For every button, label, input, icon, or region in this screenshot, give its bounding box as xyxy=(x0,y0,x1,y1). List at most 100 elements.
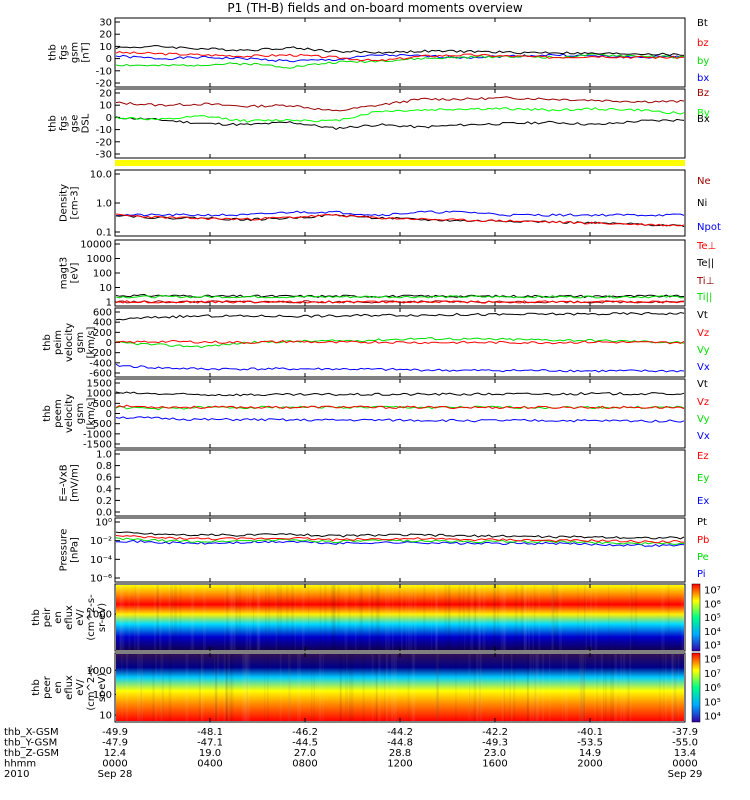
xaxis-value: -53.5 xyxy=(577,738,603,749)
spectrogram-texture xyxy=(332,585,335,650)
xaxis-value: -49.3 xyxy=(482,738,508,749)
ytick-label: -30 xyxy=(96,150,112,161)
spectrogram-texture xyxy=(552,585,555,650)
spectrogram-texture xyxy=(533,585,536,650)
xaxis-row-label: hhmm xyxy=(4,759,36,770)
ytick-label: 0 xyxy=(106,113,112,124)
spectrogram-texture xyxy=(362,654,365,721)
xaxis-value: 23.0 xyxy=(484,748,506,759)
ytick-label: -400 xyxy=(89,358,112,369)
spectrogram-texture xyxy=(483,585,486,650)
spectrogram-texture xyxy=(297,654,300,721)
spectrogram-texture xyxy=(245,654,248,721)
ytick-label: 10 xyxy=(99,283,112,294)
spectrogram-texture xyxy=(200,654,203,721)
spectrogram-texture xyxy=(203,585,206,650)
legend-label: Ni xyxy=(697,198,707,209)
spectrogram-texture xyxy=(354,585,357,650)
spectrogram-texture xyxy=(125,654,129,721)
series-line xyxy=(115,416,685,423)
spectrogram-texture xyxy=(532,585,535,650)
series-line xyxy=(115,531,685,540)
spectrogram-texture xyxy=(156,585,158,650)
spectrogram-texture xyxy=(216,654,219,721)
panel-ylabel: thbpeemvelocitygsm[km/s] xyxy=(42,394,97,433)
series-line xyxy=(115,50,684,62)
spectrogram-texture xyxy=(229,585,232,650)
ytick-label: 10⁻⁴ xyxy=(90,555,112,566)
spectrogram-texture xyxy=(514,585,518,650)
spectrogram-texture xyxy=(241,654,245,721)
spectrogram-texture xyxy=(473,654,477,721)
spectrogram-texture xyxy=(319,585,322,650)
ytick-label: 0.1 xyxy=(96,228,112,239)
spectrogram-texture xyxy=(551,585,554,650)
series-line xyxy=(115,339,685,345)
series-line xyxy=(115,53,684,69)
spectrogram-texture xyxy=(324,585,327,650)
xaxis-value: 0400 xyxy=(197,759,222,770)
spectrogram-texture xyxy=(523,585,527,650)
ytick-label: 1000 xyxy=(87,666,112,677)
spectrogram-texture xyxy=(121,654,123,721)
spectrogram-texture xyxy=(581,654,585,721)
series-line xyxy=(115,539,685,547)
spectrogram-texture xyxy=(226,654,229,721)
panel-frame xyxy=(114,517,686,583)
spectrogram-texture xyxy=(413,654,416,721)
spectrogram-texture xyxy=(537,654,540,721)
spectrogram-texture xyxy=(534,654,537,721)
spectrogram-texture xyxy=(410,585,413,650)
spectrogram-texture xyxy=(223,654,226,721)
legend-label: Vy xyxy=(697,345,710,356)
spectrogram-texture xyxy=(291,585,294,650)
xaxis-value: -48.1 xyxy=(197,727,223,738)
spectrogram-texture xyxy=(245,585,249,650)
panel-ylabel: thbpeimvelocitygsm[km/s] xyxy=(42,323,97,362)
series-line xyxy=(115,213,685,228)
series-line xyxy=(115,311,685,321)
ytick-label: -1000 xyxy=(83,429,112,440)
spectrogram-texture xyxy=(267,654,269,721)
series-line xyxy=(115,107,685,123)
spectrogram-texture xyxy=(477,585,481,650)
spectrogram-texture xyxy=(407,654,410,721)
spectrogram-texture xyxy=(677,654,680,721)
xaxis-value: -37.9 xyxy=(672,727,698,738)
spectrogram-texture xyxy=(594,654,596,721)
xaxis-value: 28.8 xyxy=(389,748,411,759)
ytick-label: 200 xyxy=(93,328,112,339)
spectrogram-texture xyxy=(436,654,439,721)
spectrogram-texture xyxy=(232,585,235,650)
ytick-label: -200 xyxy=(89,348,112,359)
legend-label: Ti|| xyxy=(696,292,712,303)
spectrogram-texture xyxy=(670,654,674,721)
spectrogram-texture xyxy=(664,654,667,721)
spectrogram-texture xyxy=(349,585,351,650)
series-line xyxy=(116,210,685,217)
spectrogram-texture xyxy=(346,654,348,721)
spectrogram-texture xyxy=(634,585,638,650)
spectrogram-texture xyxy=(629,585,632,650)
spectrogram-texture xyxy=(534,654,538,721)
spectrogram-texture xyxy=(235,585,238,650)
spectrogram-texture xyxy=(667,585,670,650)
spectrogram-texture xyxy=(610,654,613,721)
spectrogram-texture xyxy=(246,654,248,721)
ytick-label: 10.0 xyxy=(90,170,112,181)
spectrogram-texture xyxy=(339,654,342,721)
panel-frame xyxy=(114,378,686,449)
panel-frame xyxy=(114,449,686,517)
xaxis-value: 1600 xyxy=(482,759,507,770)
ytick-label: 0.8 xyxy=(96,461,112,472)
spectrogram-texture xyxy=(447,585,450,650)
spectrogram-texture xyxy=(199,654,202,721)
spectrogram-texture xyxy=(585,585,587,650)
status-bar xyxy=(115,160,685,166)
spectrogram-texture xyxy=(583,654,586,721)
spectrogram-texture xyxy=(528,585,530,650)
spectrogram-texture xyxy=(671,654,675,721)
legend-label: Vz xyxy=(697,397,709,408)
ytick-label: 1000 xyxy=(87,389,112,400)
spectrogram-texture xyxy=(435,585,438,650)
